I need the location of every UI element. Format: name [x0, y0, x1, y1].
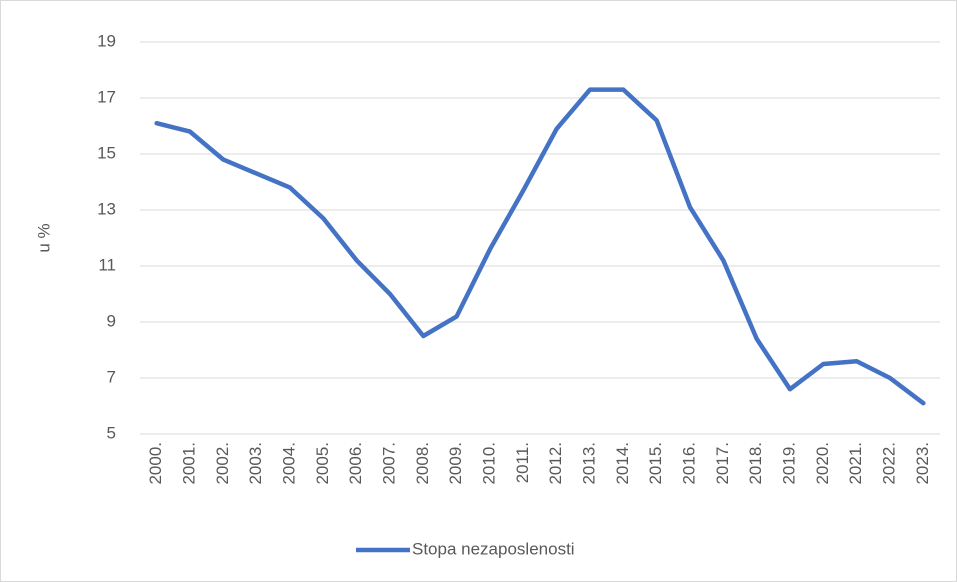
x-tick-label: 2007.	[379, 442, 398, 485]
y-tick-label: 7	[107, 367, 116, 386]
x-tick-label: 2002.	[213, 442, 232, 485]
x-tick-label: 2016.	[679, 442, 698, 485]
x-tick-label: 2004.	[279, 442, 298, 485]
x-tick-label: 2003.	[246, 442, 265, 485]
x-tick-label: 2018.	[746, 442, 765, 485]
x-tick-label: 2011.	[513, 442, 532, 483]
y-tick-label: 17	[97, 87, 116, 106]
x-tick-label: 2015.	[646, 442, 665, 485]
legend-label: Stopa nezaposlenosti	[412, 539, 575, 558]
x-tick-label: 2017.	[713, 442, 732, 485]
x-tick-label: 2019.	[779, 442, 798, 485]
x-tick-label: 2012.	[546, 442, 565, 485]
x-tick-label: 2013.	[579, 442, 598, 485]
x-tick-label: 2020.	[813, 442, 832, 485]
y-tick-label: 13	[97, 199, 116, 218]
x-tick-label: 2006.	[346, 442, 365, 485]
x-tick-label: 2021.	[846, 442, 865, 485]
x-tick-label: 2009.	[446, 442, 465, 485]
y-tick-label: 11	[98, 255, 116, 274]
x-tick-label: 2001.	[179, 442, 198, 485]
x-tick-label: 2014.	[613, 442, 632, 485]
y-tick-label: 15	[97, 143, 116, 162]
x-tick-label: 2000.	[146, 442, 165, 485]
y-tick-label: 5	[107, 423, 116, 442]
x-tick-label: 2010.	[479, 442, 498, 485]
y-tick-label: 19	[97, 31, 116, 50]
x-tick-label: 2023.	[913, 442, 932, 485]
x-tick-label: 2022.	[879, 442, 898, 485]
y-tick-label: 9	[107, 311, 116, 330]
x-tick-label: 2005.	[313, 442, 332, 485]
x-tick-label: 2008.	[413, 442, 432, 485]
y-axis-label: u %	[34, 223, 53, 252]
line	[154, 87, 926, 406]
